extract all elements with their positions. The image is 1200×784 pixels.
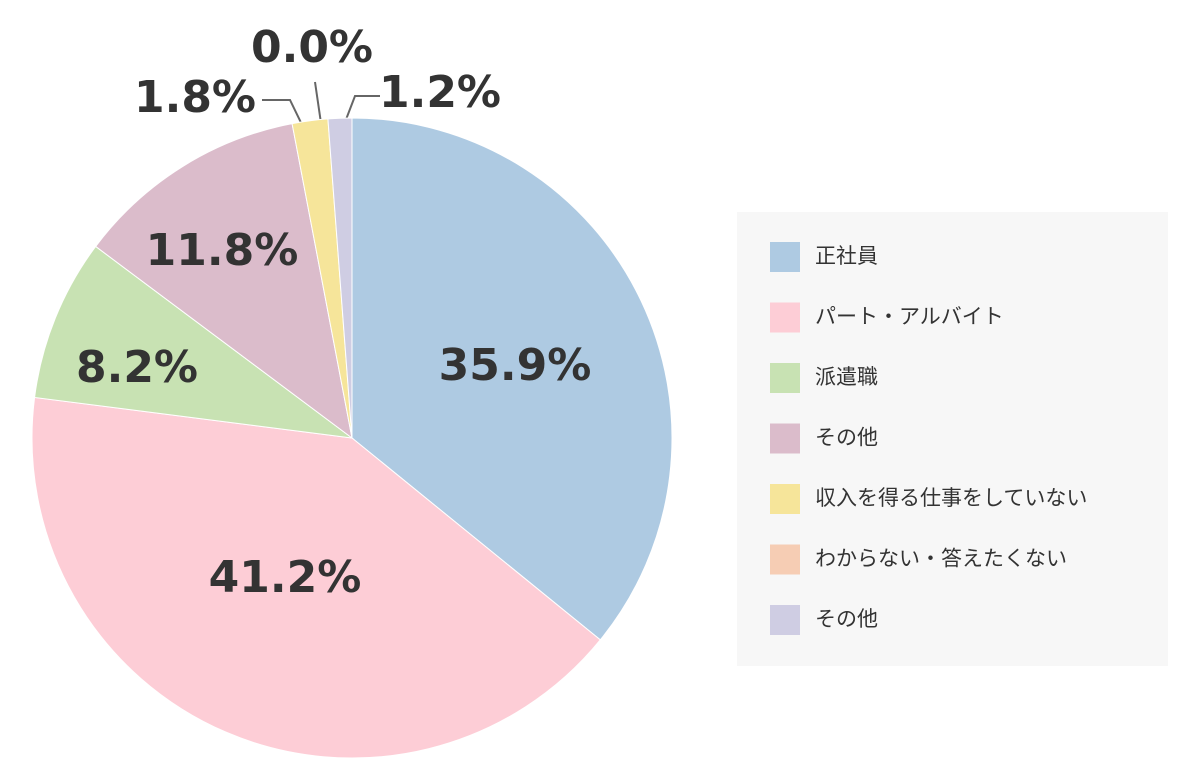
pie-slice [351,117,673,641]
value-label: 11.8% [146,225,299,276]
value-label: 41.2% [209,552,362,603]
value-label: 8.2% [76,342,198,393]
legend-box [737,212,1168,666]
legend-swatch [770,484,800,514]
pie-slice [94,123,353,440]
legend-label: 収入を得る仕事をしていない [815,486,1087,510]
value-label: 35.9% [439,340,592,391]
legend-swatch [770,302,800,333]
pie-slice [327,117,353,439]
legend-label: その他 [815,426,878,450]
legend-label: その他 [815,607,878,631]
legend-swatch [770,605,800,635]
value-label: 0.0% [251,22,373,73]
pie-slice [34,245,354,439]
legend-label: パート・アルバイト [815,305,1004,329]
legend-label: 派遣職 [815,365,878,389]
pie-slice [31,396,602,759]
legend-swatch [770,423,800,454]
legend-swatch [770,363,800,393]
legend-label: わからない・答えたくない [815,547,1067,571]
value-label: 1.2% [379,67,501,118]
legend-swatch [770,544,800,575]
legend-label: 正社員 [815,244,878,268]
legend-swatch [770,242,800,272]
value-label: 1.8% [134,72,256,123]
